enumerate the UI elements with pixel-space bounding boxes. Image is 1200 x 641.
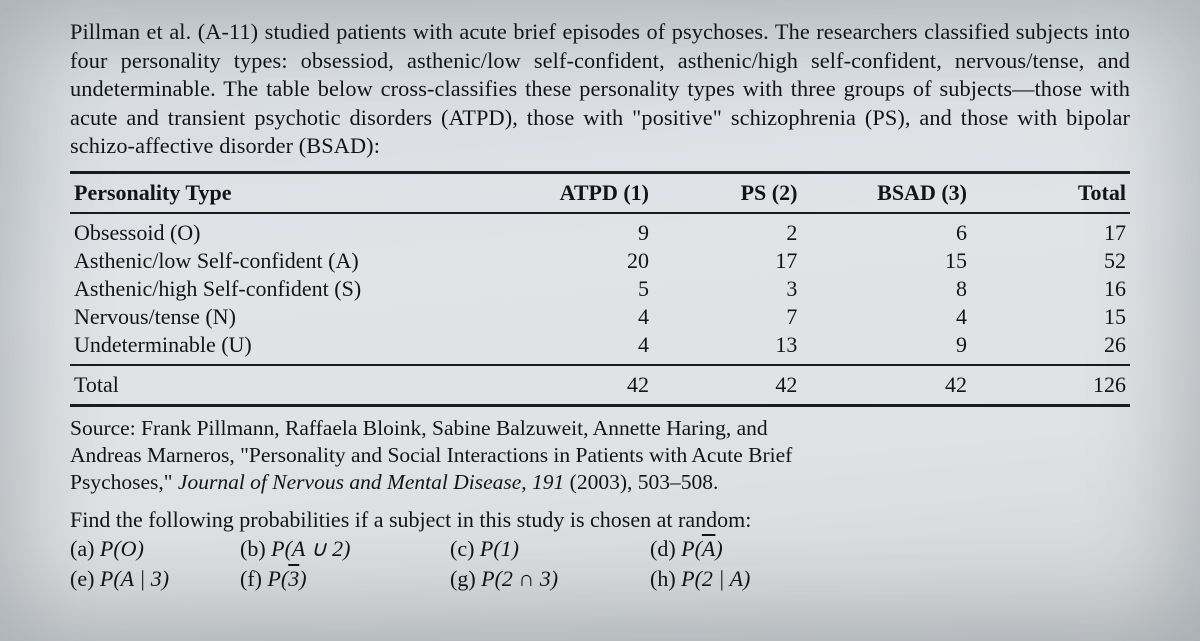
answers-row-2: (e) P(A | 3) (f) P(3) (g) P(2 ∩ 3) (h) P… — [70, 564, 1130, 594]
cell: 20 — [494, 247, 653, 275]
footer-cell: 42 — [801, 365, 971, 406]
row-label: Asthenic/low Self-confident (A) — [70, 247, 494, 275]
answer-g: (g) P(2 ∩ 3) — [450, 564, 650, 594]
cell: 4 — [494, 303, 653, 331]
header-total: Total — [971, 172, 1130, 213]
complement-var: A — [702, 536, 715, 561]
answer-b: (b) P(A ∪ 2) — [240, 534, 450, 564]
source-citation: Source: Frank Pillmann, Raffaela Bloink,… — [70, 415, 1130, 496]
cell: 15 — [971, 303, 1130, 331]
answer-expr: P(O) — [100, 536, 144, 561]
footer-cell: 126 — [971, 365, 1130, 406]
source-line: Source: Frank Pillmann, Raffaela Bloink,… — [70, 416, 768, 440]
answer-f: (f) P(3) — [240, 564, 450, 594]
cell: 7 — [653, 303, 801, 331]
cell: 9 — [801, 331, 971, 365]
table-row: Undeterminable (U) 4 13 9 26 — [70, 331, 1130, 365]
cell: 4 — [494, 331, 653, 365]
answer-expr: P(1) — [480, 536, 519, 561]
contingency-table: Personality Type ATPD (1) PS (2) BSAD (3… — [70, 171, 1130, 407]
header-bsad: BSAD (3) — [801, 172, 971, 213]
table-footer-row: Total 42 42 42 126 — [70, 365, 1130, 406]
cell: 8 — [801, 275, 971, 303]
answers-row-1: (a) P(O) (b) P(A ∪ 2) (c) P(1) (d) P(A) — [70, 534, 1130, 564]
answer-expr: P(A ∪ 2) — [271, 536, 350, 561]
question-prompt: Find the following probabilities if a su… — [70, 506, 1130, 534]
answer-expr: P(A) — [681, 536, 723, 561]
footer-label: Total — [70, 365, 494, 406]
cell: 15 — [801, 247, 971, 275]
answer-h: (h) P(2 | A) — [650, 564, 750, 594]
answer-expr: P(3) — [267, 566, 306, 591]
table-row: Nervous/tense (N) 4 7 4 15 — [70, 303, 1130, 331]
cell: 9 — [494, 213, 653, 247]
textbook-page: Pillman et al. (A-11) studied patients w… — [0, 0, 1200, 641]
row-label: Nervous/tense (N) — [70, 303, 494, 331]
problem-paragraph: Pillman et al. (A-11) studied patients w… — [70, 18, 1130, 161]
cell: 6 — [801, 213, 971, 247]
answer-tag: (c) — [450, 536, 474, 561]
cell: 17 — [653, 247, 801, 275]
answer-tag: (e) — [70, 566, 94, 591]
header-ps: PS (2) — [653, 172, 801, 213]
answer-expr: P(2 | A) — [681, 566, 750, 591]
source-journal: Journal of Nervous and Mental Disease, 1… — [178, 470, 564, 494]
answer-tag: (d) — [650, 536, 676, 561]
answer-tag: (f) — [240, 566, 262, 591]
cell: 4 — [801, 303, 971, 331]
answer-expr: P(2 ∩ 3) — [481, 566, 558, 591]
cell: 3 — [653, 275, 801, 303]
cell: 52 — [971, 247, 1130, 275]
answer-d: (d) P(A) — [650, 534, 723, 564]
source-line: Andreas Marneros, "Personality and Socia… — [70, 443, 792, 467]
answer-tag: (b) — [240, 536, 266, 561]
table-row: Obsessoid (O) 9 2 6 17 — [70, 213, 1130, 247]
answer-tag: (a) — [70, 536, 94, 561]
cell: 5 — [494, 275, 653, 303]
complement-var: 3 — [288, 566, 299, 591]
cell: 26 — [971, 331, 1130, 365]
table-row: Asthenic/high Self-confident (S) 5 3 8 1… — [70, 275, 1130, 303]
cell: 16 — [971, 275, 1130, 303]
source-line: (2003), 503–508. — [564, 470, 718, 494]
answer-expr: P(A | 3) — [100, 566, 169, 591]
source-line: Psychoses," — [70, 470, 178, 494]
table-header-row: Personality Type ATPD (1) PS (2) BSAD (3… — [70, 172, 1130, 213]
header-personality-type: Personality Type — [70, 172, 494, 213]
header-atpd: ATPD (1) — [494, 172, 653, 213]
answer-tag: (g) — [450, 566, 476, 591]
table-row: Asthenic/low Self-confident (A) 20 17 15… — [70, 247, 1130, 275]
answer-c: (c) P(1) — [450, 534, 650, 564]
row-label: Obsessoid (O) — [70, 213, 494, 247]
footer-cell: 42 — [494, 365, 653, 406]
answer-e: (e) P(A | 3) — [70, 564, 240, 594]
answer-tag: (h) — [650, 566, 676, 591]
cell: 13 — [653, 331, 801, 365]
answer-a: (a) P(O) — [70, 534, 240, 564]
cell: 17 — [971, 213, 1130, 247]
row-label: Asthenic/high Self-confident (S) — [70, 275, 494, 303]
footer-cell: 42 — [653, 365, 801, 406]
cell: 2 — [653, 213, 801, 247]
row-label: Undeterminable (U) — [70, 331, 494, 365]
